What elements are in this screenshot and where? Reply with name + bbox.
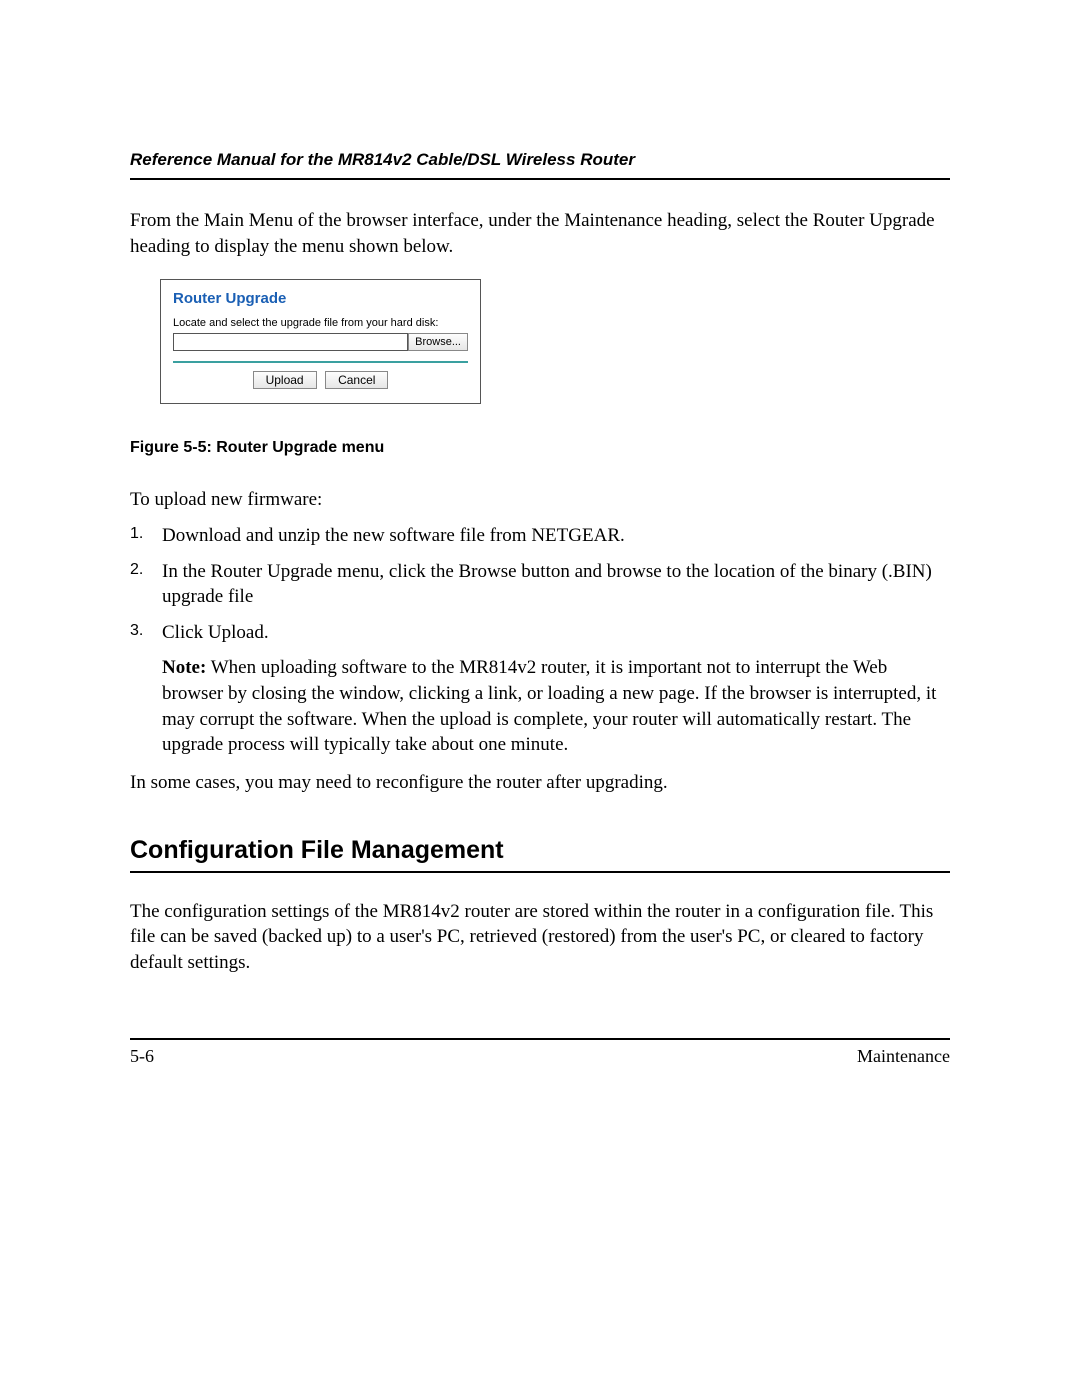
router-panel-instruction: Locate and select the upgrade file from … — [173, 317, 468, 329]
note-label: Note: — [162, 657, 206, 678]
panel-divider — [173, 361, 468, 363]
section-heading-config: Configuration File Management — [130, 836, 950, 873]
browse-button[interactable]: Browse... — [408, 333, 468, 351]
note-body: When uploading software to the MR814v2 r… — [162, 657, 936, 755]
page-footer: 5-6 Maintenance — [130, 1038, 950, 1067]
after-steps-paragraph: In some cases, you may need to reconfigu… — [130, 770, 950, 796]
intro-paragraph: From the Main Menu of the browser interf… — [130, 208, 950, 259]
step-3-text: Click Upload. — [162, 622, 269, 643]
router-upgrade-panel: Router Upgrade Locate and select the upg… — [160, 279, 481, 404]
router-panel-title: Router Upgrade — [173, 290, 468, 307]
figure-caption: Figure 5-5: Router Upgrade menu — [130, 439, 950, 457]
running-header: Reference Manual for the MR814v2 Cable/D… — [130, 150, 950, 180]
step-1-text: Download and unzip the new software file… — [162, 525, 625, 546]
upload-button[interactable]: Upload — [253, 371, 317, 389]
step-2-text: In the Router Upgrade menu, click the Br… — [162, 561, 932, 608]
footer-chapter: Maintenance — [857, 1046, 950, 1067]
section-body-config: The configuration settings of the MR814v… — [130, 899, 950, 976]
manual-page: Reference Manual for the MR814v2 Cable/D… — [0, 0, 1080, 1397]
steps-list: Download and unzip the new software file… — [130, 523, 950, 758]
file-picker-row: Browse... — [173, 333, 468, 351]
footer-page-number: 5-6 — [130, 1046, 154, 1067]
step-2: In the Router Upgrade menu, click the Br… — [130, 559, 950, 610]
panel-button-row: Upload Cancel — [173, 371, 468, 389]
step-1: Download and unzip the new software file… — [130, 523, 950, 549]
step-3: Click Upload. Note: When uploading softw… — [130, 620, 950, 758]
figure-router-upgrade: Router Upgrade Locate and select the upg… — [160, 279, 950, 404]
cancel-button[interactable]: Cancel — [325, 371, 388, 389]
upload-intro: To upload new firmware: — [130, 487, 950, 513]
step-3-note: Note: When uploading software to the MR8… — [162, 655, 950, 758]
upgrade-file-input[interactable] — [173, 333, 408, 351]
